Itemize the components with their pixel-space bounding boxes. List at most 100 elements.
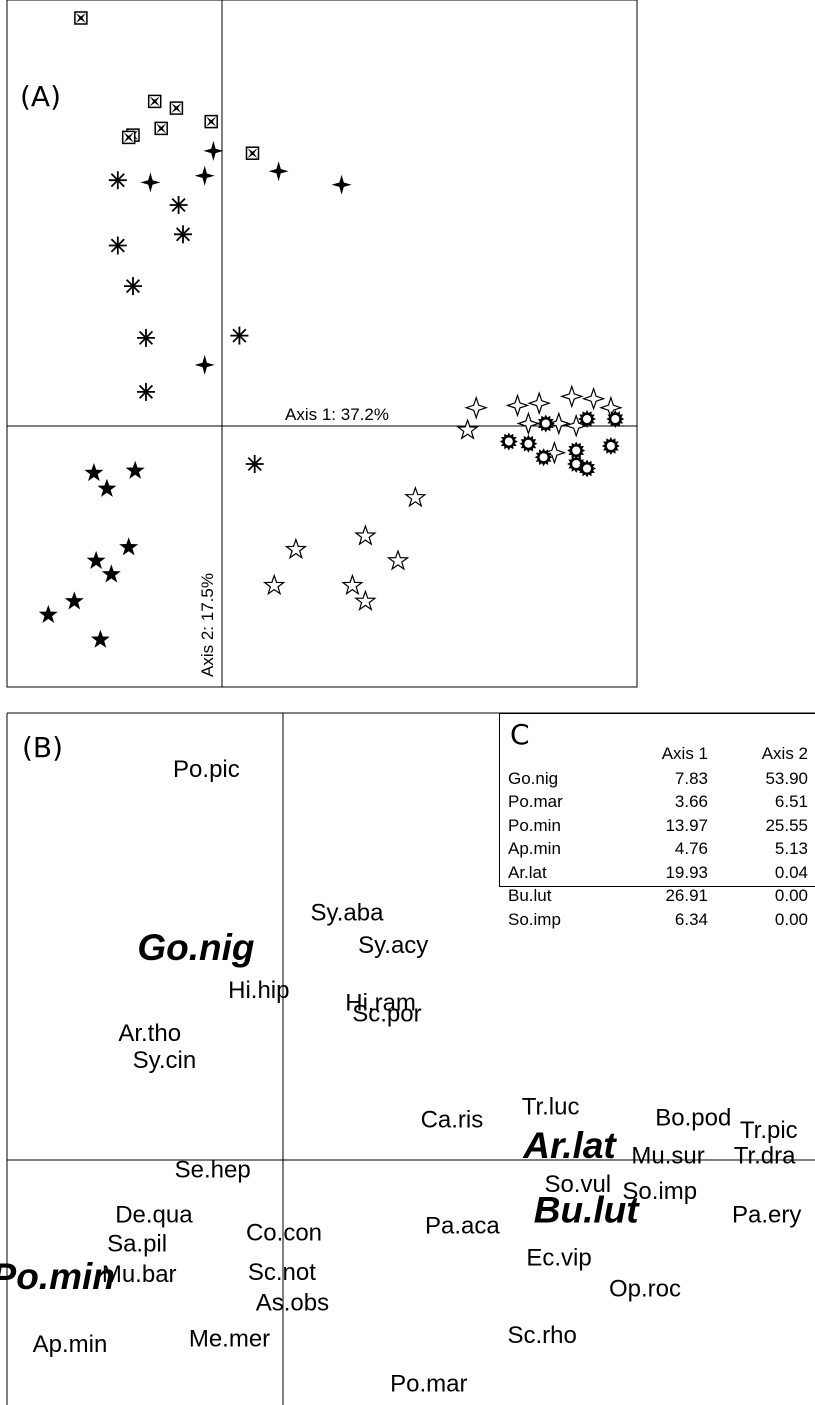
species-label: Se.hep (175, 1157, 251, 1184)
row-name: Po.min (508, 815, 561, 835)
row-axis2: 25.55 (765, 815, 808, 835)
species-label: Sy.aba (311, 900, 385, 927)
species-label: Ca.ris (421, 1106, 484, 1133)
point-four-point-star-filled (140, 172, 161, 193)
row-axis1: 3.66 (674, 792, 708, 812)
row-name: Ap.min (508, 839, 561, 859)
species-label: Mu.bar (102, 1261, 177, 1288)
point-four-point-star-open (528, 392, 550, 414)
species-label: Mu.sur (631, 1142, 704, 1169)
table-header-row: Axis 1 Axis 2 (508, 741, 808, 767)
point-sun-ring (601, 437, 620, 455)
point-asterisk (168, 195, 189, 215)
row-axis2: 0.00 (774, 886, 808, 906)
point-five-point-star-filled (90, 629, 110, 648)
species-label: Tr.luc (522, 1094, 580, 1121)
species-label: Po.mar (390, 1371, 467, 1398)
point-five-point-star-open (285, 538, 307, 559)
point-asterisk (244, 454, 265, 474)
row-axis2: 0.04 (774, 862, 808, 882)
point-asterisk (123, 276, 143, 297)
point-cross-box (147, 94, 162, 109)
species-label: Pa.ery (732, 1202, 801, 1229)
species-label: Co.con (246, 1220, 322, 1247)
point-five-point-star-open (405, 487, 426, 507)
species-label: Tr.pic (740, 1117, 798, 1144)
species-label: Po.pic (173, 756, 240, 783)
point-five-point-star-filled (64, 591, 84, 610)
row-axis1: 6.34 (674, 909, 708, 929)
species-label: Ec.vip (526, 1245, 591, 1272)
species-label: Ar.tho (118, 1020, 181, 1047)
row-name: Bu.lut (508, 886, 552, 906)
species-label: Me.mer (189, 1326, 270, 1353)
panel-a-axis2-label: Axis 2: 17.5% (198, 573, 217, 677)
point-five-point-star-open (355, 525, 376, 545)
point-five-point-star-open (387, 550, 409, 570)
point-five-point-star-filled (86, 550, 106, 569)
species-label: Tr.dra (734, 1142, 796, 1169)
header-axis1: Axis 1 (661, 744, 708, 763)
table-row: Po.min 13.97 25.55 (508, 814, 808, 838)
point-sun-ring (519, 434, 538, 453)
point-five-point-star-open (342, 574, 363, 595)
species-label: Sc.not (248, 1259, 316, 1286)
row-axis2: 5.13 (774, 839, 808, 859)
species-label: Sy.acy (358, 932, 428, 959)
point-cross-box (154, 121, 168, 136)
row-name: Ar.lat (508, 862, 547, 882)
point-four-point-star-filled (203, 140, 224, 161)
point-four-point-star-filled (331, 174, 352, 195)
panel-a-axis1-label: Axis 1: 37.2% (285, 405, 389, 424)
point-five-point-star-filled (84, 463, 104, 482)
header-axis2: Axis 2 (761, 744, 808, 763)
species-label: Po.min (0, 1256, 115, 1297)
table-row: Ar.lat 19.93 0.04 (508, 861, 808, 885)
point-five-point-star-open (457, 419, 478, 439)
species-label: Sy.cin (133, 1047, 197, 1074)
point-sun-ring (536, 414, 555, 433)
row-axis2: 53.90 (765, 768, 808, 788)
point-four-point-star-open (465, 397, 487, 419)
table-row: Go.nig 7.83 53.90 (508, 767, 808, 791)
point-five-point-star-filled (125, 460, 145, 479)
row-axis1: 13.97 (665, 815, 708, 835)
point-five-point-star-filled (97, 478, 117, 497)
point-four-point-star-filled (194, 354, 215, 375)
row-axis1: 19.93 (665, 862, 708, 882)
point-sun-ring (499, 432, 518, 451)
row-axis2: 0.00 (774, 909, 808, 929)
point-asterisk (229, 325, 250, 346)
species-label: Sc.por (352, 1000, 421, 1027)
point-asterisk (107, 170, 128, 191)
species-label: Bo.pod (655, 1105, 731, 1132)
table-row: Po.mar 3.66 6.51 (508, 791, 808, 815)
table-row: Ap.min 4.76 5.13 (508, 838, 808, 862)
row-axis2: 6.51 (774, 792, 808, 812)
species-label: Bu.lut (534, 1189, 640, 1230)
point-four-point-star-open (582, 388, 605, 410)
species-label: De.qua (115, 1202, 193, 1229)
point-asterisk (107, 235, 128, 256)
point-four-point-star-filled (268, 161, 289, 182)
point-five-point-star-filled (38, 604, 58, 623)
species-label: Hi.hip (228, 977, 289, 1004)
species-label: Go.nig (137, 927, 254, 968)
panel-a-points (38, 11, 625, 648)
row-name: Po.mar (508, 792, 563, 812)
point-asterisk (173, 224, 193, 245)
point-four-point-star-open (561, 385, 583, 407)
point-four-point-star-filled (194, 165, 215, 186)
species-label: Op.roc (609, 1275, 681, 1302)
point-cross-box (121, 130, 136, 145)
species-label: So.imp (622, 1178, 697, 1205)
panel-c-table: C Axis 1 Axis 2 Go.nig 7.83 53.90 Po.mar 3.… (499, 713, 815, 929)
row-name: So.imp (508, 909, 561, 929)
contribution-table: Axis 1 Axis 2 Go.nig 7.83 53.90 Po.mar 3.66… (508, 741, 808, 932)
panel-b-species-labels: Po.pic Sy.aba Sy.acy Go.nig Hi.hip Hi.ramSc.p… (0, 756, 801, 1398)
point-five-point-star-open (264, 574, 285, 595)
point-cross-box (74, 11, 88, 25)
species-label: As.obs (256, 1290, 329, 1317)
row-axis1: 4.76 (674, 839, 708, 859)
